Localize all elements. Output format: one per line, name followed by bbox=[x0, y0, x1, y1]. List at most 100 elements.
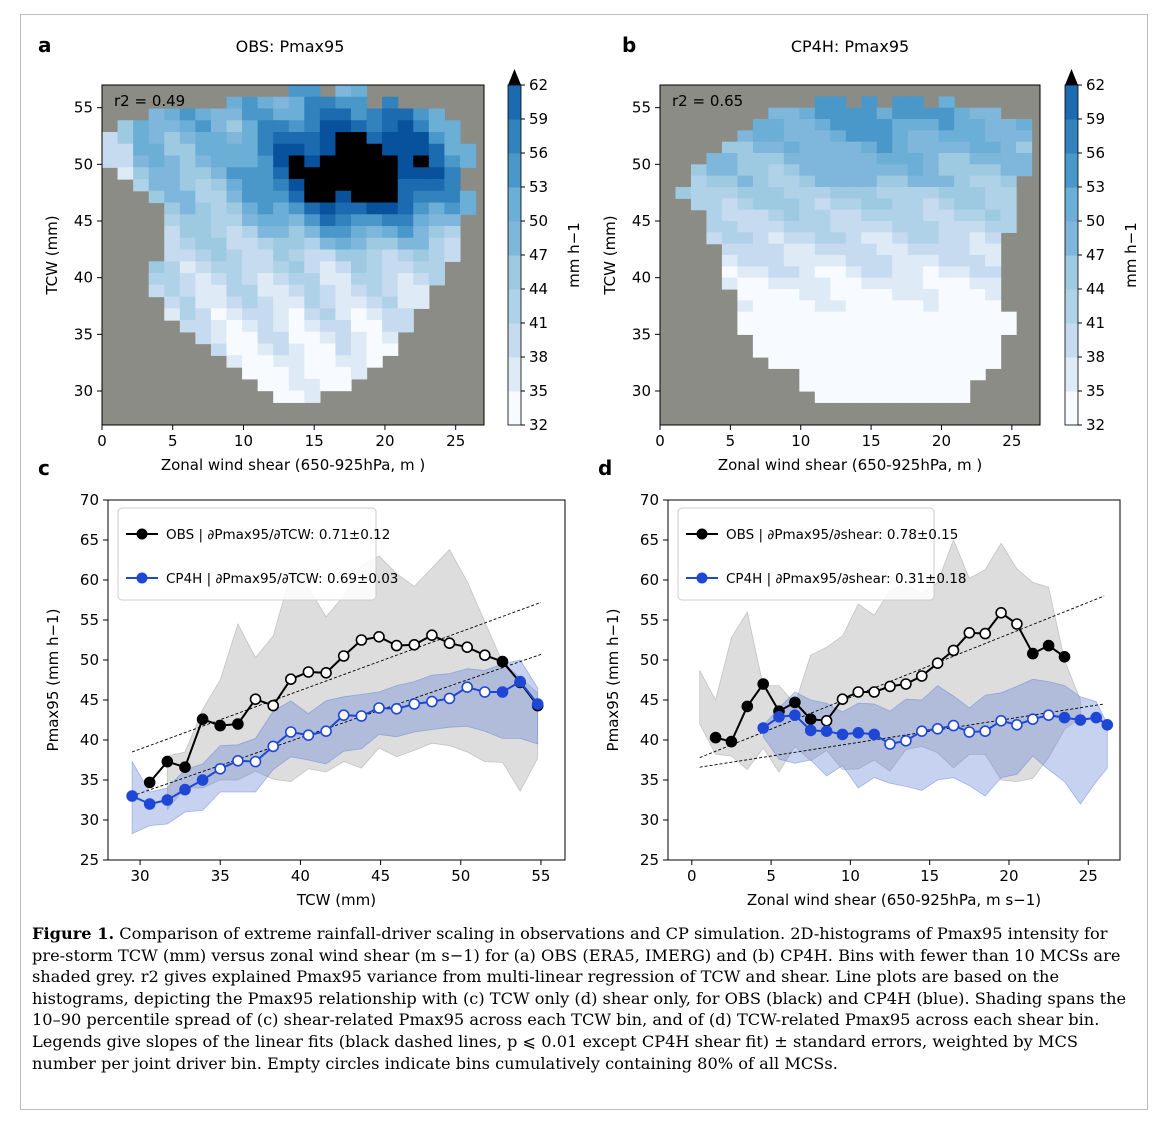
heatmap-cell bbox=[304, 296, 321, 309]
heatmap-cell bbox=[830, 345, 847, 358]
heatmap-cell bbox=[876, 334, 893, 347]
heatmap-cell bbox=[814, 119, 831, 131]
heatmap-cell bbox=[830, 379, 847, 392]
heatmap-cell bbox=[304, 273, 321, 286]
heatmap-cell bbox=[969, 289, 986, 301]
heatmap-cell bbox=[397, 261, 414, 274]
heatmap-cell bbox=[861, 277, 878, 290]
heatmap-cell bbox=[985, 107, 1002, 120]
heatmap-cell bbox=[768, 175, 785, 188]
heatmap-cell bbox=[861, 368, 878, 381]
heatmap-cell bbox=[814, 379, 831, 392]
data-point bbox=[804, 724, 817, 737]
y-tick-label: 25 bbox=[640, 851, 659, 869]
heatmap-cell bbox=[195, 273, 212, 286]
colorbar-segment bbox=[1065, 391, 1078, 426]
heatmap-cell bbox=[257, 167, 274, 180]
heatmap-cell bbox=[752, 311, 769, 324]
heatmap-cell bbox=[721, 266, 739, 279]
data-point bbox=[1011, 618, 1023, 630]
heatmap-cell bbox=[969, 255, 986, 267]
heatmap-cell bbox=[830, 289, 847, 301]
heatmap-cell bbox=[845, 164, 862, 177]
heatmap-cell bbox=[382, 296, 399, 309]
heatmap-cell bbox=[428, 108, 445, 121]
heatmap-cell bbox=[319, 202, 337, 215]
data-point bbox=[915, 725, 928, 738]
heatmap-cell bbox=[351, 155, 368, 168]
heatmap-cell bbox=[444, 155, 461, 168]
heatmap-cell bbox=[257, 343, 274, 356]
data-point bbox=[390, 639, 403, 652]
data-point bbox=[373, 630, 385, 643]
heatmap-cell bbox=[335, 108, 352, 121]
y-tick-label: 30 bbox=[640, 811, 659, 829]
heatmap-cell bbox=[830, 130, 847, 143]
heatmap-cell bbox=[382, 320, 399, 333]
data-point bbox=[789, 709, 801, 722]
heatmap-cell bbox=[351, 143, 368, 157]
heatmap-cell bbox=[273, 143, 290, 157]
heatmap-cell bbox=[148, 284, 165, 298]
heatmap-cell bbox=[907, 300, 924, 313]
heatmap-cell bbox=[288, 355, 305, 368]
heatmap-cell bbox=[226, 96, 243, 110]
heatmap-cell bbox=[226, 249, 243, 262]
heatmap-cell bbox=[814, 300, 831, 313]
heatmap-cell bbox=[319, 132, 337, 145]
heatmap-cell bbox=[923, 243, 940, 256]
heatmap-cell bbox=[985, 334, 1002, 347]
heatmap-cell bbox=[752, 153, 769, 165]
heatmap-cell bbox=[351, 202, 368, 215]
y-tick-label: 30 bbox=[80, 811, 99, 829]
heatmap-cell bbox=[382, 261, 399, 274]
heatmap-cell bbox=[366, 120, 383, 133]
y-tick-label: 55 bbox=[632, 99, 651, 117]
heatmap-cell bbox=[304, 284, 321, 298]
heatmap-cell bbox=[768, 277, 785, 290]
heatmap-cell bbox=[845, 357, 862, 369]
heatmap-cell bbox=[428, 143, 445, 157]
heatmap-cell bbox=[954, 323, 971, 335]
heatmap-cell bbox=[335, 143, 352, 157]
heatmap-cell bbox=[210, 143, 228, 157]
heatmap-cell bbox=[413, 273, 430, 286]
heatmap-cell bbox=[907, 164, 924, 177]
heatmap-cell bbox=[985, 277, 1002, 290]
heatmap-cell bbox=[954, 232, 971, 245]
heatmap-cell bbox=[319, 367, 337, 380]
heatmap-cell bbox=[1000, 175, 1017, 188]
x-tick-label: 10 bbox=[791, 432, 810, 450]
heatmap-cell bbox=[226, 308, 243, 321]
heatmap-cell bbox=[923, 119, 940, 131]
heatmap-cell bbox=[164, 155, 181, 168]
heatmap-cell bbox=[133, 155, 150, 168]
heatmap-cell bbox=[845, 255, 862, 267]
legend-marker-obs bbox=[136, 528, 148, 540]
heatmap-cell bbox=[892, 357, 909, 369]
heatmap-cell bbox=[319, 179, 337, 192]
colorbar-segment bbox=[508, 255, 521, 290]
heatmap-cell bbox=[845, 153, 862, 165]
data-point bbox=[126, 790, 138, 802]
heatmap-cell bbox=[876, 255, 893, 267]
heatmap-cell bbox=[768, 209, 785, 222]
heatmap-cell bbox=[210, 120, 228, 133]
heatmap-cell bbox=[382, 120, 399, 133]
heatmap-cell bbox=[690, 164, 708, 177]
data-point bbox=[915, 670, 928, 682]
colorbar-segment bbox=[508, 187, 521, 222]
y-tick-label: 45 bbox=[632, 212, 651, 230]
y-tick-label: 35 bbox=[632, 325, 651, 343]
heatmap-cell bbox=[304, 155, 321, 168]
heatmap-cell bbox=[830, 266, 847, 279]
data-point bbox=[426, 629, 438, 642]
heatmap-cell bbox=[814, 232, 831, 245]
r-squared-annotation: r2 = 0.49 bbox=[114, 92, 185, 110]
heatmap-cell bbox=[938, 277, 955, 290]
heatmap-cell bbox=[273, 190, 290, 204]
heatmap-cell bbox=[907, 243, 924, 256]
heatmap-cell bbox=[382, 273, 399, 286]
heatmap-cell bbox=[210, 190, 228, 204]
